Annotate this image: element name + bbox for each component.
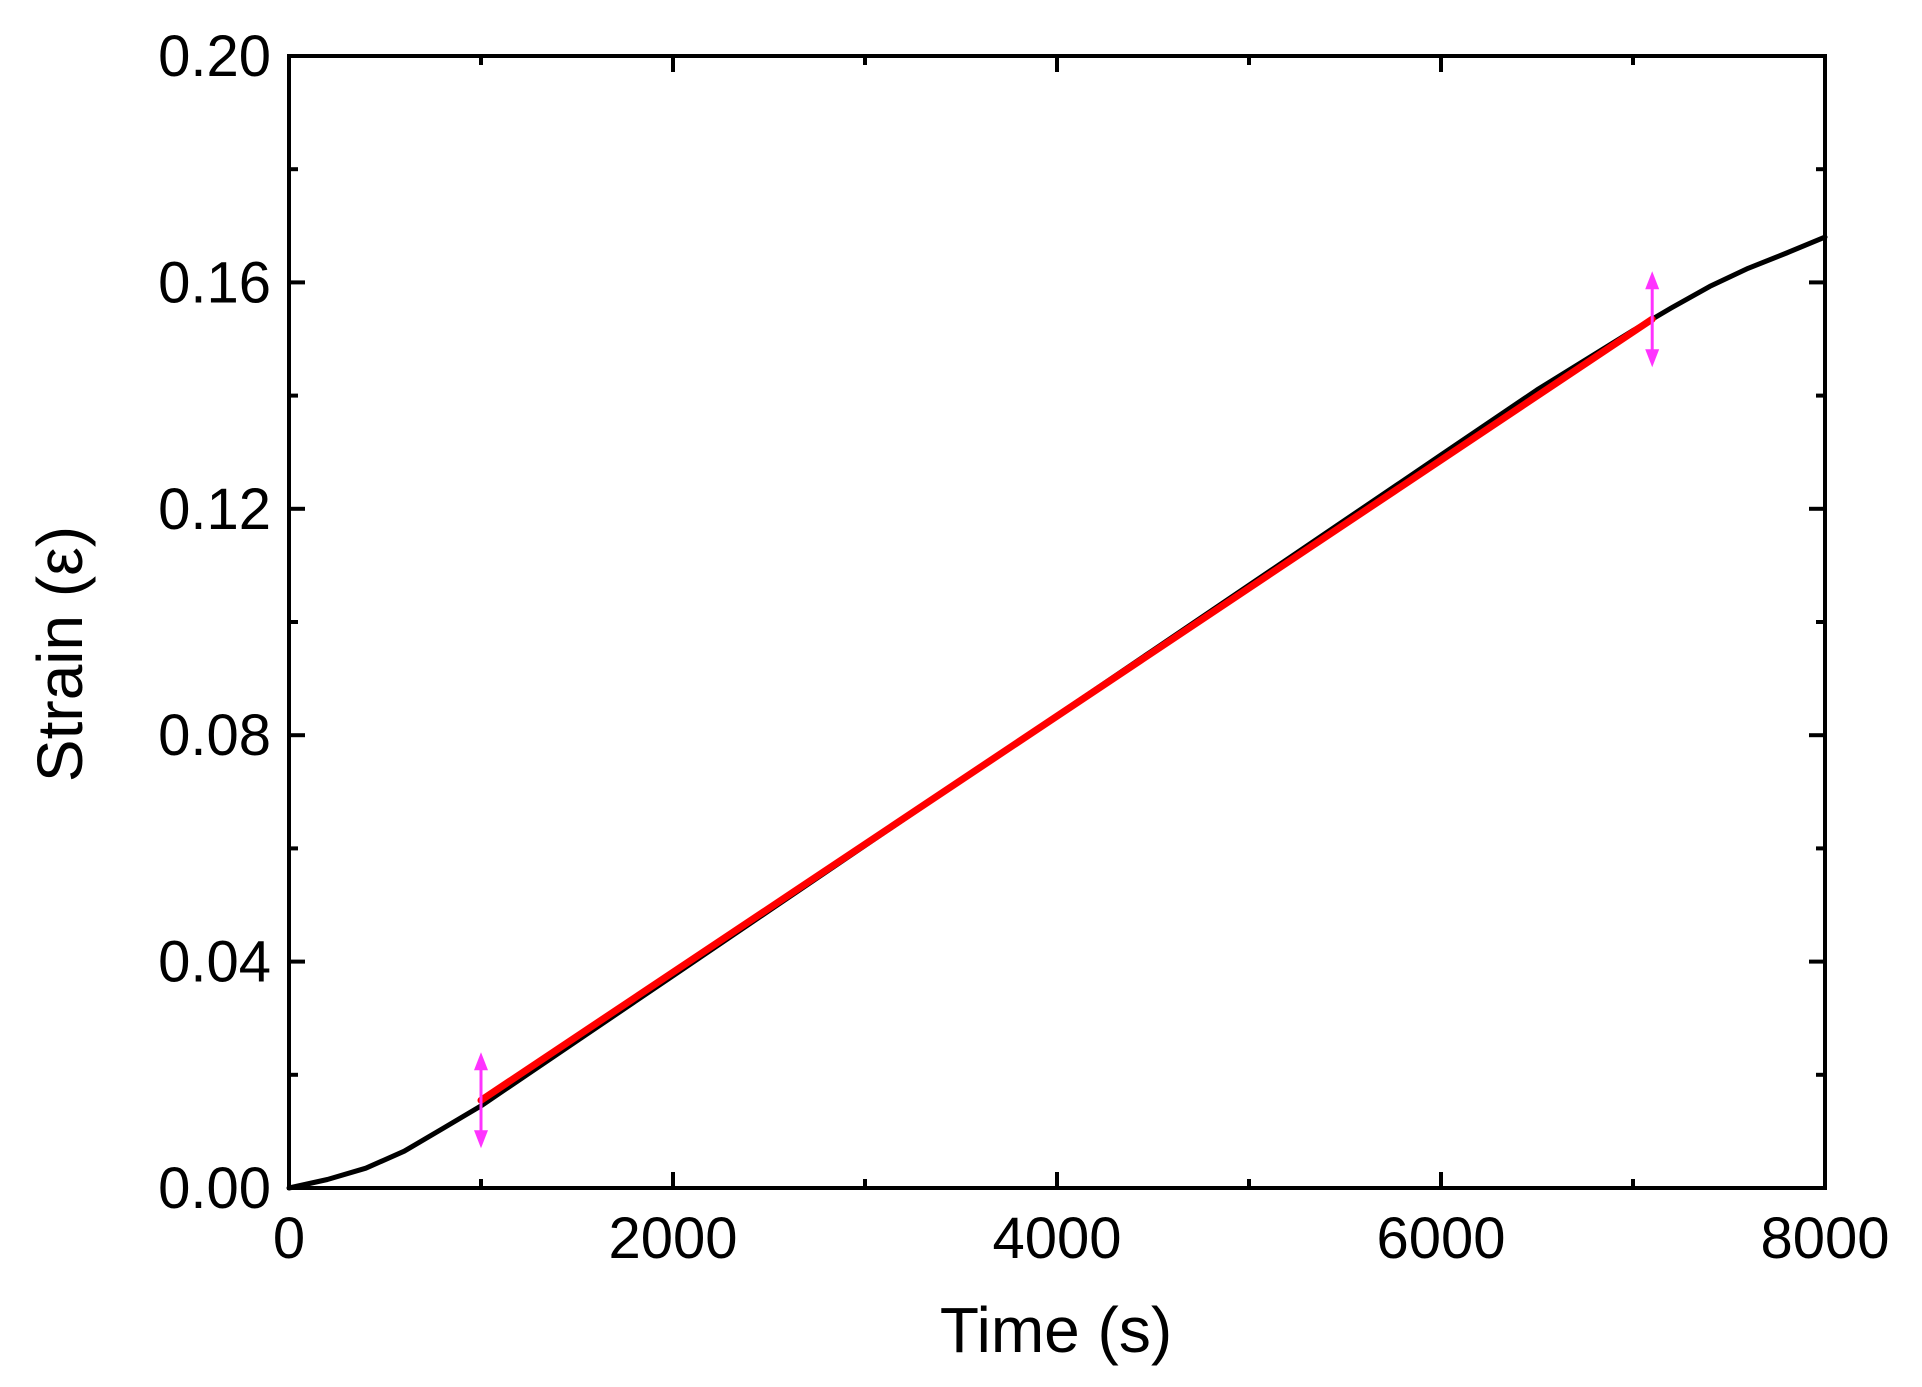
linear-fit-line — [477, 315, 1656, 1104]
marker-layer — [474, 271, 1660, 1149]
x-tick-label: 6000 — [1376, 1206, 1505, 1271]
x-axis-ticks: 0 2000 4000 6000 8000 — [273, 56, 1890, 1271]
y-tick-label: 0.04 — [158, 930, 271, 995]
y-tick-label: 0.08 — [158, 703, 271, 768]
y-tick-label: 0.12 — [158, 477, 271, 542]
y-tick-label: 0.20 — [158, 24, 271, 89]
arrow-down-icon — [1645, 349, 1660, 368]
range-marker — [474, 1052, 488, 1149]
arrow-up-icon — [1645, 271, 1660, 290]
y-axis-label: Strain (ε) — [24, 526, 96, 782]
series-layer — [286, 234, 1828, 1191]
arrow-down-icon — [474, 1130, 488, 1149]
y-axis-ticks: 0.00 0.04 0.08 0.12 0.16 0.20 — [158, 24, 1825, 1221]
x-tick-label: 8000 — [1760, 1206, 1889, 1271]
range-marker — [1645, 271, 1660, 368]
y-tick-label: 0.00 — [158, 1156, 271, 1221]
arrow-up-icon — [474, 1052, 488, 1071]
x-axis-label: Time (s) — [940, 1294, 1172, 1366]
y-tick-label: 0.16 — [158, 250, 271, 315]
x-tick-label: 4000 — [992, 1206, 1121, 1271]
x-tick-label: 0 — [273, 1206, 305, 1271]
plot-area — [287, 54, 1827, 1190]
plot-frame — [287, 54, 1827, 1190]
x-tick-label: 2000 — [608, 1206, 737, 1271]
